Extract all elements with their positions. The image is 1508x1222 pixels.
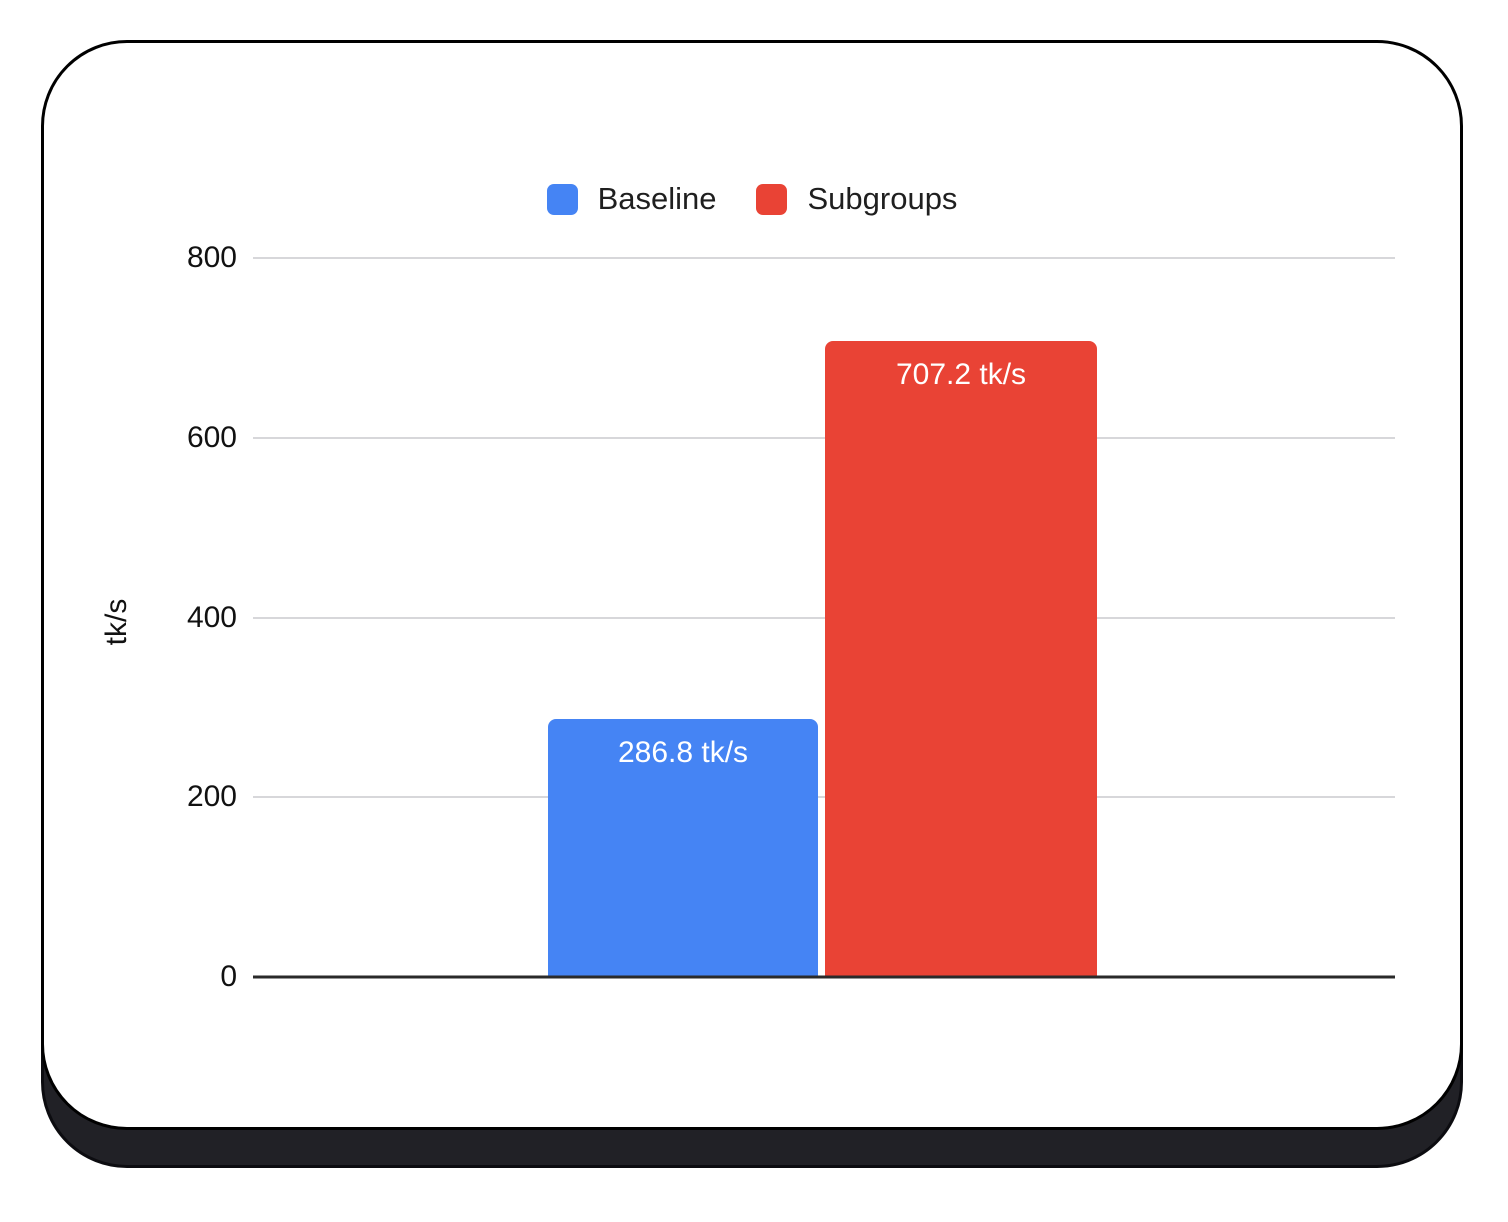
legend-swatch-icon — [546, 183, 578, 215]
y-tick-label-600: 600 — [186, 420, 237, 454]
chart-card: Baseline Subgroups tk/s 0 200 400 600 800 286… — [41, 40, 1463, 1130]
plot-area: 286.8 tk/s 707.2 tk/s — [253, 257, 1395, 979]
bar-subgroups[interactable]: 707.2 tk/s — [825, 341, 1097, 977]
bar-baseline[interactable]: 286.8 tk/s — [548, 719, 818, 977]
legend-swatch-icon — [756, 183, 788, 215]
y-tick-label-400: 400 — [186, 600, 237, 634]
gridline-800 — [253, 257, 1395, 259]
y-tick-label-200: 200 — [186, 780, 237, 814]
bar-value-label: 707.2 tk/s — [895, 358, 1027, 392]
gridline-600 — [253, 436, 1395, 439]
chart-legend: Baseline Subgroups — [44, 179, 1460, 219]
x-axis-line — [253, 975, 1395, 979]
legend-label: Baseline — [597, 181, 717, 216]
gridline-200 — [253, 796, 1395, 799]
y-axis-tick-labels: 0 200 400 600 800 — [44, 243, 237, 992]
gridline-400 — [253, 616, 1395, 619]
legend-label: Subgroups — [807, 181, 958, 216]
y-tick-label-800: 800 — [186, 241, 237, 274]
y-tick-label-0: 0 — [220, 960, 237, 993]
bar-value-label: 286.8 tk/s — [617, 736, 749, 770]
legend-item-subgroups[interactable]: Subgroups — [756, 181, 957, 217]
legend-item-baseline[interactable]: Baseline — [546, 181, 717, 217]
